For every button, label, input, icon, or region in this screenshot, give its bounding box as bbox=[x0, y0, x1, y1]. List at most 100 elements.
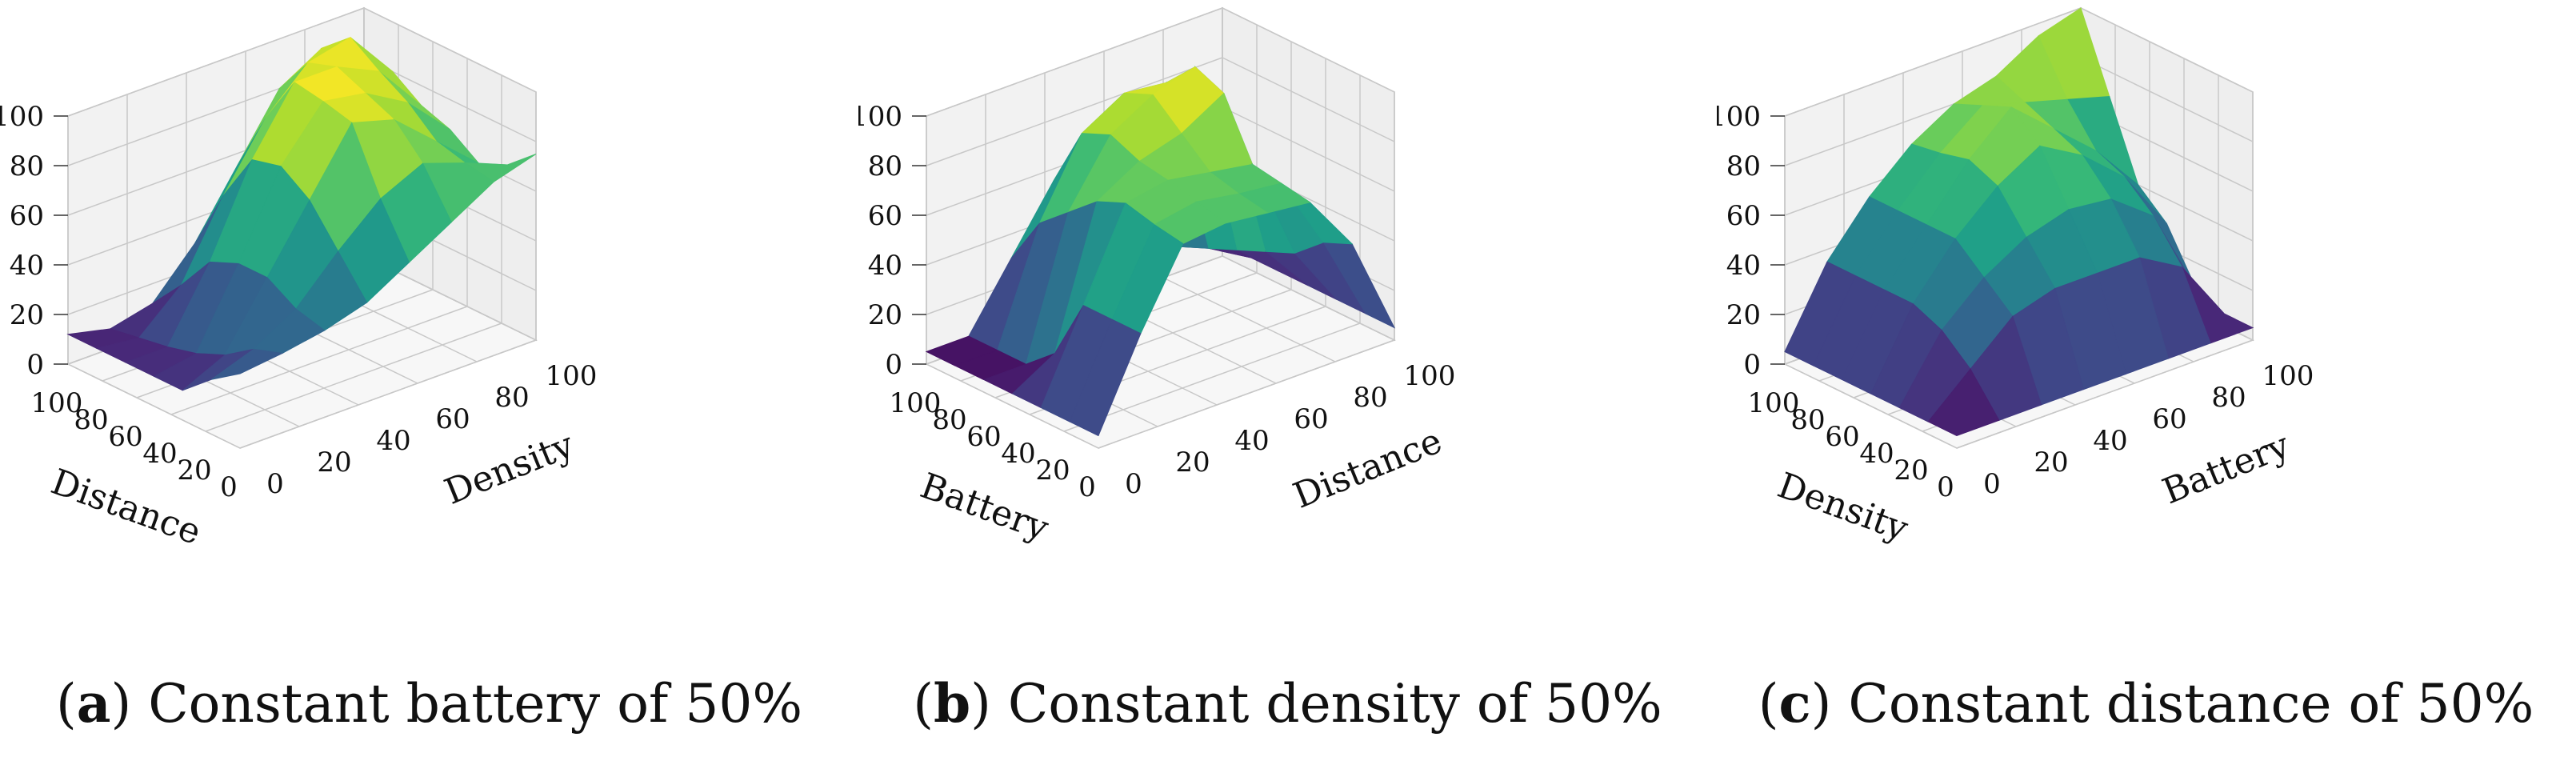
caption-b-label: b bbox=[933, 672, 971, 735]
x-tick-label: 40 bbox=[1859, 438, 1894, 470]
x-tick-label: 0 bbox=[1078, 471, 1096, 503]
x-tick-label: 100 bbox=[890, 387, 942, 419]
x-tick-label: 40 bbox=[1001, 438, 1035, 470]
chart-panel-a: 0 20 40 60 80 100 100 80 60 40 20 0 0 20 40 60 80 100 Scor… bbox=[0, 0, 858, 757]
grid-line bbox=[363, 7, 537, 93]
caption-a: (a) Constant battery of 50% bbox=[55, 672, 803, 735]
x-tick-label: 20 bbox=[177, 455, 211, 487]
grid-line bbox=[1956, 339, 2254, 449]
x-tick-label: 60 bbox=[108, 421, 142, 453]
x-tick-label: 40 bbox=[142, 438, 177, 470]
x-tick-label: 20 bbox=[1035, 455, 1070, 487]
z-tick-label: 100 bbox=[1717, 101, 1761, 133]
y-tick-label: 60 bbox=[435, 403, 470, 435]
y-tick-label: 100 bbox=[546, 360, 598, 392]
y-tick-label: 40 bbox=[376, 425, 410, 457]
z-tick-label: 60 bbox=[868, 200, 902, 232]
y-tick-label: 100 bbox=[2262, 360, 2314, 392]
surface-cell bbox=[1069, 318, 1142, 437]
y-axis-label: Battery bbox=[2157, 425, 2295, 512]
y-tick-label: 80 bbox=[1353, 382, 1387, 414]
grid-line bbox=[1222, 106, 1395, 192]
chart-panel-b: 0 20 40 60 80 100 100 80 60 40 20 0 0 20 40 60 80 100 Scor… bbox=[858, 0, 1717, 757]
grid-line bbox=[205, 322, 502, 432]
surface bbox=[1784, 7, 2254, 437]
caption-c-text: Constant distance of 50% bbox=[1848, 673, 2534, 735]
grid-line bbox=[926, 7, 1223, 117]
y-tick-label: 0 bbox=[266, 468, 284, 500]
y-tick-label: 20 bbox=[2034, 447, 2068, 479]
x-tick-label: 100 bbox=[31, 387, 83, 419]
caption-c: (c) Constant distance of 50% bbox=[1758, 672, 2534, 735]
grid-line bbox=[1222, 255, 1395, 341]
z-tick-label: 20 bbox=[10, 299, 44, 331]
surface-cell bbox=[210, 348, 284, 380]
grid-line bbox=[1222, 57, 1395, 142]
y-tick-label: 80 bbox=[2211, 382, 2246, 414]
x-tick-label: 0 bbox=[220, 471, 238, 503]
grid-line bbox=[170, 306, 468, 415]
y-tick-label: 20 bbox=[317, 447, 351, 479]
caption-b: (b) Constant density of 50% bbox=[913, 672, 1662, 735]
y-tick-label: 40 bbox=[1234, 425, 1269, 457]
caption-a-label: a bbox=[76, 672, 111, 735]
y-tick-label: 20 bbox=[1175, 447, 1210, 479]
z-tick-label: 80 bbox=[868, 150, 902, 182]
y-tick-label: 60 bbox=[1294, 403, 1328, 435]
z-axis-label: Score bbox=[858, 189, 862, 291]
x-tick-label: 80 bbox=[932, 404, 966, 436]
z-tick-label: 20 bbox=[1726, 299, 1761, 331]
z-tick-label: 100 bbox=[858, 101, 902, 133]
surface-cell bbox=[1927, 368, 2000, 437]
x-tick-label: 80 bbox=[74, 404, 108, 436]
caption-b-text: Constant density of 50% bbox=[1007, 673, 1662, 735]
y-tick-label: 40 bbox=[2093, 425, 2127, 457]
grid-line bbox=[67, 7, 365, 117]
z-tick-label: 80 bbox=[1726, 150, 1761, 182]
x-tick-label: 80 bbox=[1790, 404, 1825, 436]
surface bbox=[66, 37, 537, 391]
z-tick-label: 0 bbox=[26, 349, 44, 381]
grid-line bbox=[2080, 57, 2254, 142]
z-axis-label: Score bbox=[1717, 189, 1721, 291]
caption-c-label: c bbox=[1778, 672, 1811, 735]
chart-panel-c: 0 20 40 60 80 100 100 80 60 40 20 0 0 20 40 60 80 100 Scor… bbox=[1717, 0, 2575, 757]
y-tick-label: 0 bbox=[1125, 468, 1142, 500]
grid-line bbox=[1063, 322, 1361, 432]
z-tick-label: 0 bbox=[885, 349, 902, 381]
x-axis-label: Battery bbox=[915, 466, 1054, 550]
x-axis-label: Density bbox=[1772, 465, 1913, 550]
x-tick-label: 60 bbox=[1825, 421, 1859, 453]
caption-a-text: Constant battery of 50% bbox=[148, 673, 803, 735]
grid-line bbox=[239, 339, 537, 449]
z-tick-label: 0 bbox=[1743, 349, 1761, 381]
grid-line bbox=[1098, 339, 1395, 449]
y-tick-label: 60 bbox=[2152, 403, 2186, 435]
z-tick-label: 40 bbox=[1726, 250, 1761, 282]
z-axis-label: Score bbox=[0, 189, 4, 291]
z-tick-label: 20 bbox=[868, 299, 902, 331]
x-tick-label: 100 bbox=[1748, 387, 1800, 419]
grid-line bbox=[1784, 7, 2082, 117]
x-tick-label: 20 bbox=[1894, 455, 1928, 487]
grid-line bbox=[1784, 363, 1958, 449]
grid-line bbox=[1162, 277, 1336, 362]
y-tick-label: 0 bbox=[1983, 468, 2001, 500]
z-tick-label: 60 bbox=[1726, 200, 1761, 232]
grid-line bbox=[926, 363, 1099, 449]
z-tick-label: 100 bbox=[0, 101, 44, 133]
z-tick-label: 40 bbox=[868, 250, 902, 282]
x-tick-label: 0 bbox=[1937, 471, 1954, 503]
y-tick-label: 100 bbox=[1404, 360, 1456, 392]
z-tick-label: 60 bbox=[10, 200, 44, 232]
z-tick-label: 80 bbox=[10, 150, 44, 182]
x-tick-label: 60 bbox=[966, 421, 1001, 453]
surface bbox=[925, 66, 1396, 437]
y-tick-label: 80 bbox=[494, 382, 529, 414]
grid-line bbox=[1222, 7, 1395, 93]
